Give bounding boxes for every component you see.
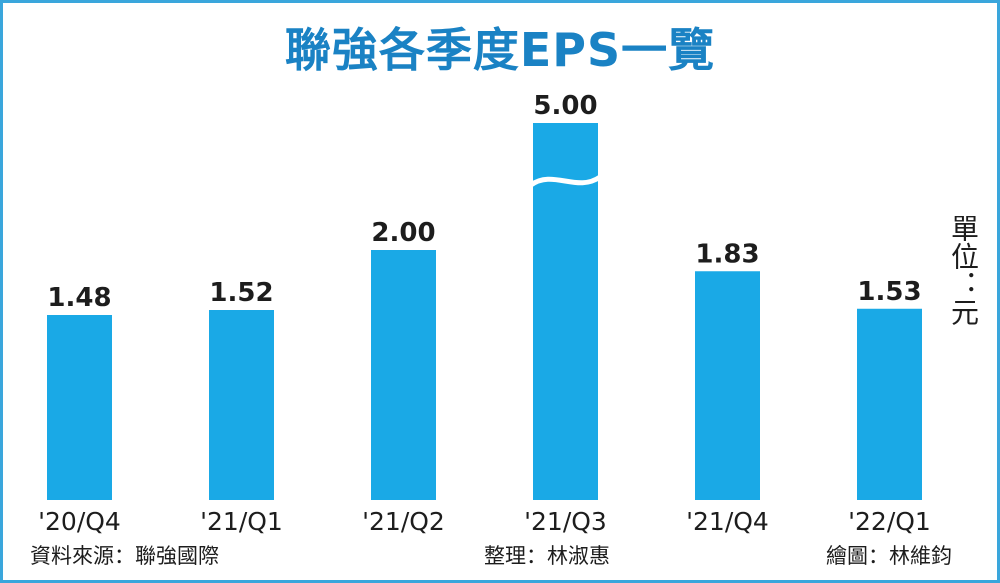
category-label: '21/Q3 [524, 507, 607, 536]
drawer-credit: 繪圖：林維鈞 [826, 544, 952, 568]
source-credit: 資料來源：聯強國際 [30, 544, 219, 568]
value-label: 2.00 [371, 218, 435, 248]
bar-2 [371, 250, 436, 500]
category-label: '20/Q4 [38, 507, 121, 536]
bar-4 [695, 271, 760, 500]
value-label: 1.53 [857, 277, 921, 307]
bar-0 [47, 315, 112, 500]
bar-3 [533, 123, 598, 500]
value-label: 1.48 [47, 283, 111, 313]
category-label: '21/Q1 [200, 507, 283, 536]
value-label: 5.00 [533, 91, 597, 121]
category-label: '21/Q4 [686, 507, 769, 536]
category-label: '22/Q1 [848, 507, 931, 536]
unit-label: 單位：元 [947, 214, 980, 326]
value-label: 1.52 [209, 278, 273, 308]
bar-1 [209, 310, 274, 500]
editor-credit: 整理：林淑惠 [484, 544, 610, 568]
value-label: 1.83 [695, 239, 759, 269]
chart-title: 聯強各季度EPS一覽 [284, 23, 716, 77]
category-label: '21/Q2 [362, 507, 445, 536]
axis-break-mark [529, 174, 602, 188]
bar-5 [857, 308, 922, 500]
